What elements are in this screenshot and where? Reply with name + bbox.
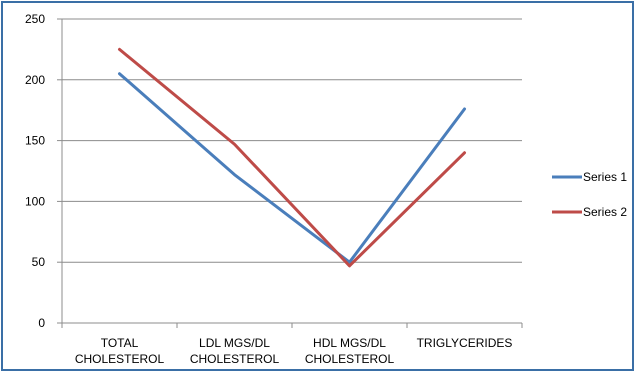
y-tick-label-100: 100 [25, 194, 45, 208]
series-line-2 [118, 47, 466, 268]
y-tick-label-50: 50 [32, 255, 46, 269]
series-line-1 [118, 72, 466, 264]
gridlines [62, 18, 522, 263]
series-lines [118, 47, 466, 268]
y-tick-label-200: 200 [25, 73, 45, 87]
axes [57, 18, 523, 328]
chart-frame [1, 1, 634, 371]
legend-label-1: Series 1 [583, 170, 627, 184]
x-tick-labels: TOTAL CHOLESTEROL LDL MGS/DL CHOLESTEROL HDL… [75, 336, 513, 366]
y-tick-labels: 0 50 100 150 200 250 [25, 12, 45, 330]
x-tick-label-1: LDL MGS/DL CHOLESTEROL [190, 336, 280, 366]
y-tick-label-0: 0 [38, 316, 45, 330]
x-tick-label-3: TRIGLYCERIDES [417, 336, 513, 350]
y-tick-label-150: 150 [25, 134, 45, 148]
legend: Series 1 Series 2 [552, 170, 627, 219]
y-tick-label-250: 250 [25, 12, 45, 26]
x-tick-label-0: TOTAL CHOLESTEROL [75, 336, 165, 366]
x-tick-label-2: HDL MGS/DL CHOLESTEROL [305, 336, 395, 366]
legend-label-2: Series 2 [583, 205, 627, 219]
